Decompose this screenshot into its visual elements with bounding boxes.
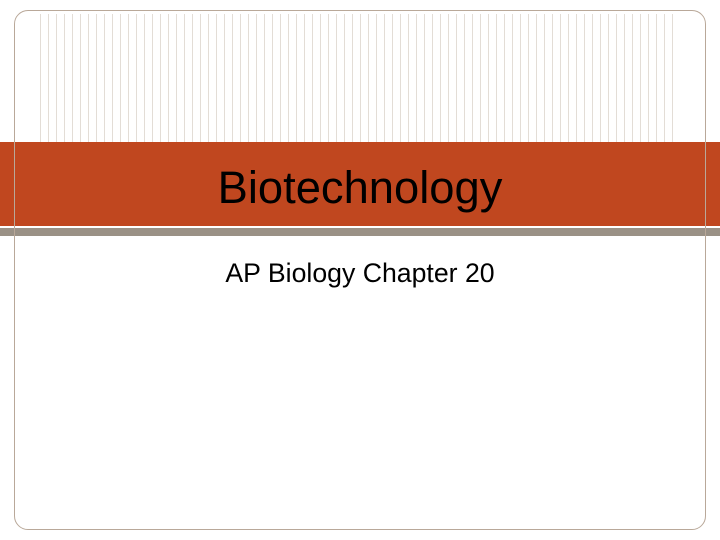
slide: Biotechnology AP Biology Chapter 20 xyxy=(0,0,720,540)
slide-frame xyxy=(14,10,706,530)
